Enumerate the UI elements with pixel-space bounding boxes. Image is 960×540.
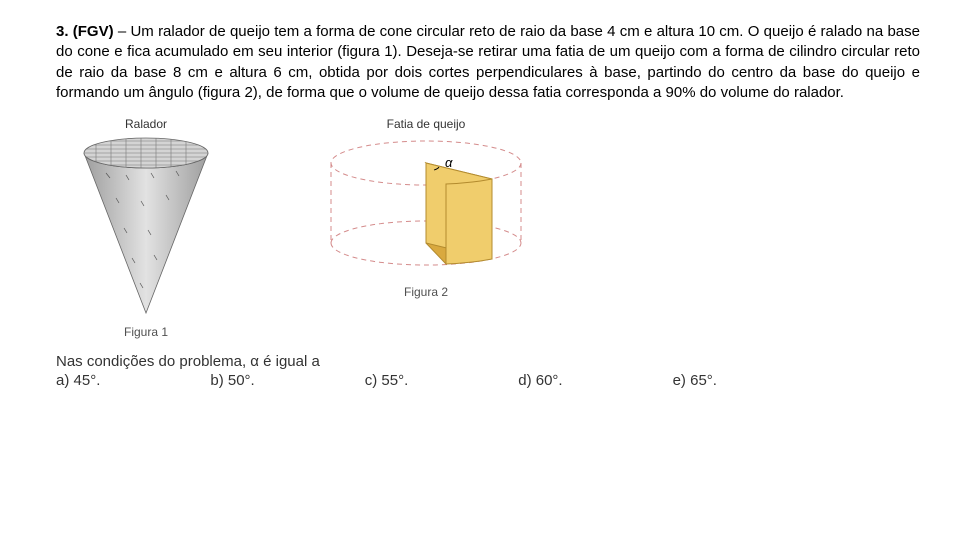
option-d: d) 60°. xyxy=(518,372,562,389)
figure-1-title: Ralador xyxy=(125,117,167,131)
answer-options: a) 45°. b) 50°. c) 55°. d) 60°. e) 65°. xyxy=(56,372,920,389)
option-e: e) 65°. xyxy=(673,372,717,389)
angle-label: α xyxy=(445,155,453,170)
figure-2: Fatia de queijo α xyxy=(306,117,546,299)
figure-2-caption: Figura 2 xyxy=(404,285,448,299)
answers-block: Nas condições do problema, α é igual a a… xyxy=(56,353,920,389)
question-body: – Um ralador de queijo tem a forma de co… xyxy=(56,23,920,101)
question-text: 3. (FGV) – Um ralador de queijo tem a fo… xyxy=(56,22,920,103)
figure-1: Ralador xyxy=(66,117,226,339)
answer-prompt: Nas condições do problema, α é igual a xyxy=(56,353,920,370)
option-b: b) 50°. xyxy=(210,372,254,389)
option-a: a) 45°. xyxy=(56,372,100,389)
question-number: 3. (FGV) xyxy=(56,23,114,40)
figure-2-title: Fatia de queijo xyxy=(387,117,466,131)
figure-1-caption: Figura 1 xyxy=(124,325,168,339)
option-c: c) 55°. xyxy=(365,372,409,389)
cheese-slice-icon: α xyxy=(306,133,546,283)
figures-row: Ralador xyxy=(66,117,920,339)
cone-icon xyxy=(66,133,226,323)
